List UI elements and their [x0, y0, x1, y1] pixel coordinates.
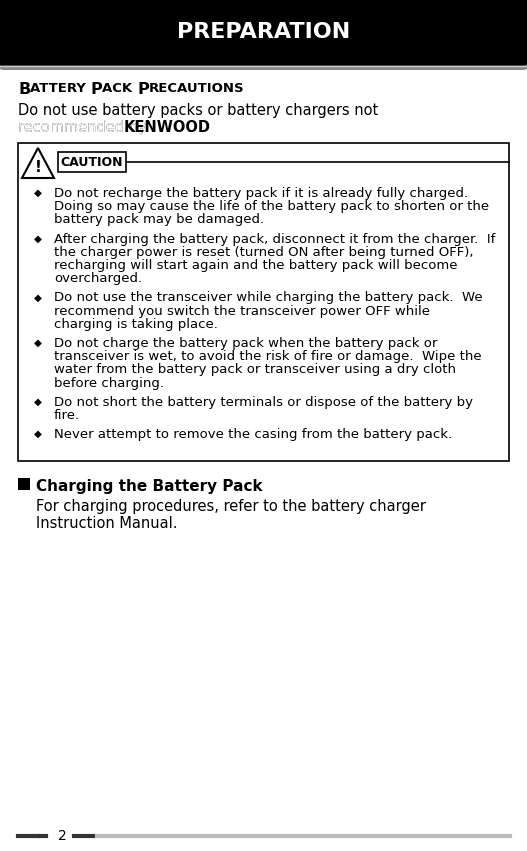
Text: ◆: ◆ [34, 397, 42, 407]
Text: overcharged.: overcharged. [54, 272, 142, 285]
Text: 2: 2 [58, 829, 67, 843]
Text: the charger power is reset (turned ON after being turned OFF),: the charger power is reset (turned ON af… [54, 246, 473, 259]
Text: B: B [18, 82, 30, 97]
Text: ◆: ◆ [34, 338, 42, 348]
Text: ◆: ◆ [34, 188, 42, 198]
Text: Do not charge the battery pack when the battery pack or: Do not charge the battery pack when the … [54, 337, 437, 350]
FancyBboxPatch shape [0, 0, 527, 70]
FancyBboxPatch shape [0, 0, 527, 66]
Bar [18, 478, 30, 490]
Text: battery pack may be damaged.: battery pack may be damaged. [54, 214, 264, 226]
Text: recommended by: recommended by [18, 120, 151, 135]
Text: ◆: ◆ [34, 293, 42, 302]
Text: Instruction Manual.: Instruction Manual. [36, 517, 178, 531]
Text: P: P [137, 82, 149, 97]
Text: Do not short the battery terminals or dispose of the battery by: Do not short the battery terminals or di… [54, 396, 473, 408]
Text: before charging.: before charging. [54, 377, 164, 390]
Text: P: P [91, 82, 102, 97]
Text: Charging the Battery Pack: Charging the Battery Pack [36, 479, 262, 494]
Text: ◆: ◆ [34, 234, 42, 243]
Text: After charging the battery pack, disconnect it from the charger.  If: After charging the battery pack, disconn… [54, 232, 495, 246]
Text: recommended by: recommended by [18, 120, 151, 135]
Text: For charging procedures, refer to the battery charger: For charging procedures, refer to the ba… [36, 500, 426, 514]
Text: !: ! [35, 160, 42, 175]
Text: Never attempt to remove the casing from the battery pack.: Never attempt to remove the casing from … [54, 428, 452, 441]
Text: charging is taking place.: charging is taking place. [54, 317, 218, 331]
Text: ATTERY: ATTERY [30, 82, 91, 95]
Text: Doing so may cause the life of the battery pack to shorten or the: Doing so may cause the life of the batte… [54, 200, 489, 214]
Text: ◆: ◆ [34, 429, 42, 439]
Text: Do not use battery packs or battery chargers not: Do not use battery packs or battery char… [18, 103, 378, 118]
Text: Do not recharge the battery pack if it is already fully charged.: Do not recharge the battery pack if it i… [54, 187, 468, 200]
Text: .: . [186, 120, 191, 135]
Text: KENWOOD: KENWOOD [124, 120, 211, 135]
Text: transceiver is wet, to avoid the risk of fire or damage.  Wipe the: transceiver is wet, to avoid the risk of… [54, 351, 482, 363]
Bar [18, 143, 509, 461]
Text: PREPARATION: PREPARATION [177, 22, 350, 42]
Bar [58, 152, 126, 172]
Text: water from the battery pack or transceiver using a dry cloth: water from the battery pack or transceiv… [54, 363, 456, 376]
Text: ACK: ACK [102, 82, 137, 95]
Text: CAUTION: CAUTION [61, 156, 123, 168]
Text: recharging will start again and the battery pack will become: recharging will start again and the batt… [54, 259, 457, 272]
Text: recommend you switch the transceiver power OFF while: recommend you switch the transceiver pow… [54, 305, 430, 317]
Text: Do not use the transceiver while charging the battery pack.  We: Do not use the transceiver while chargin… [54, 291, 483, 305]
Text: fire.: fire. [54, 409, 80, 422]
Text: RECAUTIONS: RECAUTIONS [149, 82, 245, 95]
Polygon shape [22, 148, 54, 178]
